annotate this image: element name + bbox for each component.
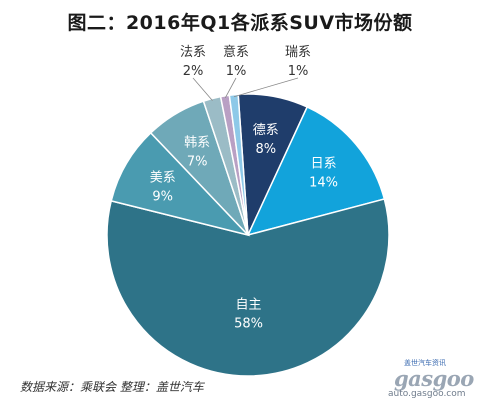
- leader-line-5: [192, 77, 213, 101]
- pie-slice-3: [110, 131, 251, 237]
- leader-lines: [192, 77, 299, 101]
- watermark-url: auto.gasgoo.com: [388, 389, 466, 399]
- gasgoo-watermark: 盖世汽车资讯 gasgoo auto.gasgoo.com: [384, 356, 478, 400]
- slice-value-2: 58%: [234, 317, 263, 332]
- slice-value-0: 8%: [256, 142, 277, 157]
- slice-label-3: 美系: [150, 170, 176, 185]
- slice-value-5: 2%: [183, 64, 204, 79]
- slice-value-4: 7%: [187, 154, 208, 169]
- slice-label-4: 韩系: [184, 135, 210, 150]
- watermark-logo: gasgoo: [394, 366, 474, 391]
- slice-value-1: 14%: [309, 176, 338, 191]
- pie-slice-1: [246, 106, 386, 237]
- slice-label-2: 自主: [236, 298, 262, 313]
- slice-labels: 德系 8% 日系 14% 自主 58% 美系 9% 韩系 7% 法系 2% 意系 1% 瑞系 1%: [150, 44, 338, 332]
- chart-title: 图二：2016年Q1各派系SUV市场份额: [67, 12, 413, 34]
- data-source-note: 数据来源：乘联会 整理：盖世汽车: [20, 380, 204, 394]
- slice-value-7: 1%: [288, 64, 309, 79]
- watermark-top-text: 盖世汽车资讯: [404, 359, 446, 367]
- leader-line-7: [233, 77, 299, 98]
- slice-label-0: 德系: [253, 123, 279, 138]
- pie-slice-7: [228, 93, 249, 236]
- slice-label-5: 法系: [180, 45, 206, 60]
- slice-value-6: 1%: [226, 64, 247, 79]
- slice-label-7: 瑞系: [285, 45, 311, 60]
- slice-label-1: 日系: [311, 157, 337, 172]
- leader-line-6: [224, 77, 237, 99]
- slice-value-3: 9%: [152, 189, 173, 204]
- pie-slices: [106, 93, 390, 377]
- slice-label-6: 意系: [223, 44, 249, 60]
- pie-slice-2: [106, 198, 390, 377]
